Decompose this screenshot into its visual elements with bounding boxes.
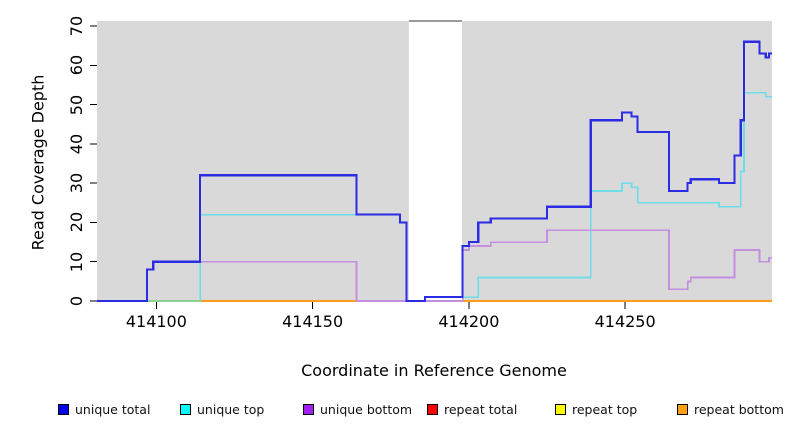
x-axis-title: Coordinate in Reference Genome <box>301 361 567 380</box>
y-tick-label: 40 <box>67 133 86 155</box>
y-tick-label: 20 <box>67 212 86 233</box>
x-tick-label: 414150 <box>282 312 344 331</box>
series-unique-bottom <box>97 229 772 302</box>
series-unique-total <box>97 40 772 303</box>
y-tick-label: 60 <box>67 55 86 76</box>
y-axis-title: Read Coverage Depth <box>28 74 48 251</box>
y-tick-label: 50 <box>67 94 86 115</box>
coverage-gap-band <box>408 21 462 302</box>
y-tick-label: 70 <box>67 15 86 37</box>
x-tick-label: 414100 <box>125 312 187 331</box>
x-tick-label: 414200 <box>438 312 500 331</box>
x-tick-label: 414250 <box>594 312 656 331</box>
y-tick-label: 10 <box>67 251 86 272</box>
y-tick-label: 0 <box>67 295 86 307</box>
y-tick-label: 30 <box>67 172 86 194</box>
